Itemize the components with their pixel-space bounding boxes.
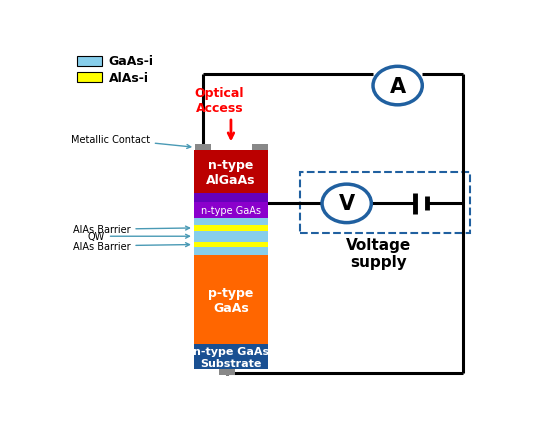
Text: n-type GaAs
Substrate: n-type GaAs Substrate <box>193 346 269 368</box>
Bar <box>194 151 268 194</box>
Circle shape <box>322 185 372 223</box>
Text: AlAs-i: AlAs-i <box>109 72 149 85</box>
Bar <box>195 145 211 151</box>
Bar <box>194 226 268 231</box>
Text: A: A <box>390 77 406 96</box>
Text: GaAs-i: GaAs-i <box>109 55 154 68</box>
Bar <box>219 369 235 375</box>
Bar <box>252 145 268 151</box>
Text: AlAs Barrier: AlAs Barrier <box>73 225 190 235</box>
Text: QW: QW <box>88 232 190 242</box>
Bar <box>194 255 268 344</box>
Bar <box>194 243 268 248</box>
Bar <box>194 344 268 369</box>
Text: p-type
GaAs: p-type GaAs <box>208 286 254 314</box>
Text: Metallic Contact: Metallic Contact <box>71 134 191 149</box>
Text: n-type GaAs: n-type GaAs <box>201 205 261 215</box>
Bar <box>194 248 268 255</box>
Text: V: V <box>339 194 355 214</box>
Text: Optical
Access: Optical Access <box>195 86 244 114</box>
Bar <box>77 57 102 67</box>
Bar <box>194 218 268 226</box>
Bar <box>300 172 470 233</box>
Bar <box>194 202 268 218</box>
Bar <box>77 73 102 83</box>
Text: n-type
AlGaAs: n-type AlGaAs <box>206 158 256 186</box>
Bar <box>194 231 268 243</box>
Bar <box>194 194 268 202</box>
Text: AlAs Barrier: AlAs Barrier <box>73 241 190 251</box>
Circle shape <box>373 67 423 106</box>
Text: Voltage
supply: Voltage supply <box>346 237 411 269</box>
